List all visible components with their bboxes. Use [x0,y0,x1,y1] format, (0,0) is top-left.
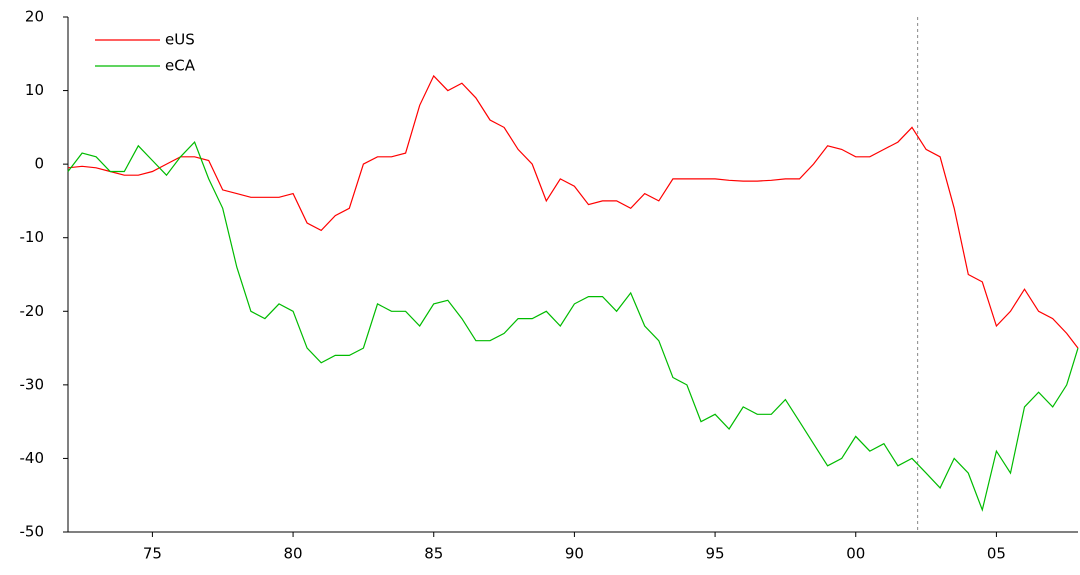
legend-label: eUS [165,31,195,49]
x-tick-label: 05 [987,545,1006,563]
line-series [67,74,1079,349]
x-tick-label: 80 [284,545,303,563]
y-tick-label: 0 [34,155,44,173]
y-tick-label: -10 [20,228,45,246]
x-tick-label: 90 [565,545,584,563]
legend-label: eCA [165,57,196,75]
x-tick-label: 95 [706,545,725,563]
y-tick-label: -20 [20,302,45,320]
line-series [67,141,1079,512]
y-tick-label: -30 [20,375,45,393]
x-tick-label: 85 [424,545,443,563]
x-tick-label: 75 [143,545,162,563]
x-tick-label: 00 [846,545,865,563]
y-tick-label: 20 [25,8,44,26]
y-tick-label: 10 [25,81,44,99]
y-tick-label: -40 [20,449,45,467]
y-tick-label: -50 [20,523,45,541]
